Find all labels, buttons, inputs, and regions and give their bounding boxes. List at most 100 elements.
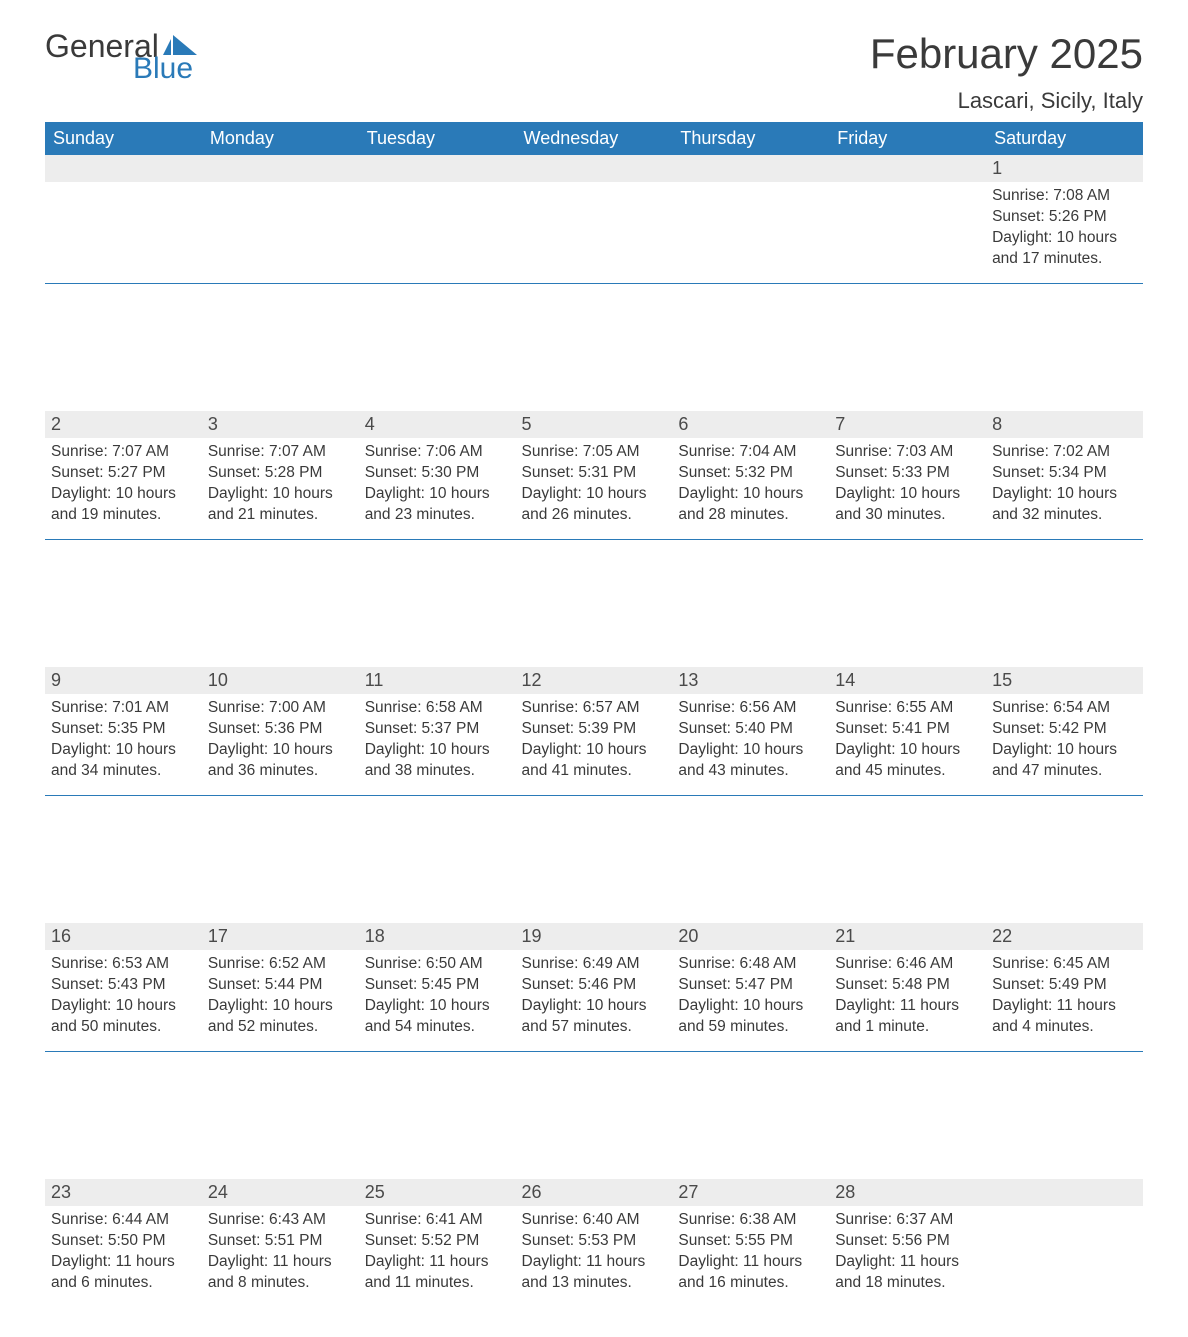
sunrise-text: Sunrise: 7:05 AM — [522, 442, 667, 463]
day-content: Sunrise: 6:53 AMSunset: 5:43 PMDaylight:… — [45, 950, 202, 1048]
daylight-text: Daylight: 10 hours and 21 minutes. — [208, 484, 353, 526]
sunset-text: Sunset: 5:45 PM — [365, 975, 510, 996]
sunrise-text: Sunrise: 7:07 AM — [208, 442, 353, 463]
day-number — [359, 155, 516, 182]
daylight-text: Daylight: 10 hours and 57 minutes. — [522, 996, 667, 1038]
daylight-text: Daylight: 11 hours and 1 minute. — [835, 996, 980, 1038]
sunset-text: Sunset: 5:37 PM — [365, 719, 510, 740]
calendar-week: 23Sunrise: 6:44 AMSunset: 5:50 PMDayligh… — [45, 1179, 1143, 1307]
sunrise-text: Sunrise: 6:56 AM — [678, 698, 823, 719]
daylight-text: Daylight: 10 hours and 28 minutes. — [678, 484, 823, 526]
header: General Blue February 2025 Lascari, Sici… — [45, 30, 1143, 114]
sunrise-text: Sunrise: 6:37 AM — [835, 1210, 980, 1231]
day-content: Sunrise: 7:01 AMSunset: 5:35 PMDaylight:… — [45, 694, 202, 792]
sunrise-text: Sunrise: 7:04 AM — [678, 442, 823, 463]
calendar-cell: 8Sunrise: 7:02 AMSunset: 5:34 PMDaylight… — [986, 411, 1143, 539]
daylight-text: Daylight: 11 hours and 13 minutes. — [522, 1252, 667, 1294]
sunset-text: Sunset: 5:40 PM — [678, 719, 823, 740]
daylight-text: Daylight: 10 hours and 23 minutes. — [365, 484, 510, 526]
calendar-week: 2Sunrise: 7:07 AMSunset: 5:27 PMDaylight… — [45, 411, 1143, 539]
sunset-text: Sunset: 5:53 PM — [522, 1231, 667, 1252]
week-separator — [45, 283, 1143, 411]
calendar-cell: 20Sunrise: 6:48 AMSunset: 5:47 PMDayligh… — [672, 923, 829, 1051]
daylight-text: Daylight: 10 hours and 41 minutes. — [522, 740, 667, 782]
sunset-text: Sunset: 5:46 PM — [522, 975, 667, 996]
daylight-text: Daylight: 11 hours and 18 minutes. — [835, 1252, 980, 1294]
day-content: Sunrise: 6:43 AMSunset: 5:51 PMDaylight:… — [202, 1206, 359, 1304]
day-number: 7 — [829, 411, 986, 438]
day-number: 25 — [359, 1179, 516, 1206]
sunrise-text: Sunrise: 6:38 AM — [678, 1210, 823, 1231]
day-number: 9 — [45, 667, 202, 694]
calendar-week: 1Sunrise: 7:08 AMSunset: 5:26 PMDaylight… — [45, 155, 1143, 283]
daylight-text: Daylight: 11 hours and 4 minutes. — [992, 996, 1137, 1038]
day-content: Sunrise: 6:52 AMSunset: 5:44 PMDaylight:… — [202, 950, 359, 1048]
day-number: 11 — [359, 667, 516, 694]
day-content: Sunrise: 6:58 AMSunset: 5:37 PMDaylight:… — [359, 694, 516, 792]
calendar-cell: 12Sunrise: 6:57 AMSunset: 5:39 PMDayligh… — [516, 667, 673, 795]
daylight-text: Daylight: 10 hours and 38 minutes. — [365, 740, 510, 782]
calendar-cell: 3Sunrise: 7:07 AMSunset: 5:28 PMDaylight… — [202, 411, 359, 539]
calendar-header-row: SundayMondayTuesdayWednesdayThursdayFrid… — [45, 122, 1143, 155]
sunrise-text: Sunrise: 6:49 AM — [522, 954, 667, 975]
calendar-cell: 17Sunrise: 6:52 AMSunset: 5:44 PMDayligh… — [202, 923, 359, 1051]
day-content: Sunrise: 6:41 AMSunset: 5:52 PMDaylight:… — [359, 1206, 516, 1304]
day-content: Sunrise: 7:04 AMSunset: 5:32 PMDaylight:… — [672, 438, 829, 536]
daylight-text: Daylight: 11 hours and 11 minutes. — [365, 1252, 510, 1294]
calendar-cell: 24Sunrise: 6:43 AMSunset: 5:51 PMDayligh… — [202, 1179, 359, 1307]
daylight-text: Daylight: 10 hours and 30 minutes. — [835, 484, 980, 526]
daylight-text: Daylight: 10 hours and 26 minutes. — [522, 484, 667, 526]
sunset-text: Sunset: 5:35 PM — [51, 719, 196, 740]
calendar-week: 9Sunrise: 7:01 AMSunset: 5:35 PMDaylight… — [45, 667, 1143, 795]
daylight-text: Daylight: 10 hours and 47 minutes. — [992, 740, 1137, 782]
day-content: Sunrise: 7:00 AMSunset: 5:36 PMDaylight:… — [202, 694, 359, 792]
daylight-text: Daylight: 10 hours and 19 minutes. — [51, 484, 196, 526]
sunset-text: Sunset: 5:44 PM — [208, 975, 353, 996]
sunrise-text: Sunrise: 6:54 AM — [992, 698, 1137, 719]
calendar-cell — [672, 155, 829, 283]
daylight-text: Daylight: 10 hours and 17 minutes. — [992, 228, 1137, 270]
sunset-text: Sunset: 5:41 PM — [835, 719, 980, 740]
day-number: 10 — [202, 667, 359, 694]
sunrise-text: Sunrise: 6:52 AM — [208, 954, 353, 975]
sunrise-text: Sunrise: 6:41 AM — [365, 1210, 510, 1231]
title-block: February 2025 Lascari, Sicily, Italy — [870, 30, 1143, 114]
day-number — [986, 1179, 1143, 1206]
daylight-text: Daylight: 10 hours and 52 minutes. — [208, 996, 353, 1038]
calendar-cell: 7Sunrise: 7:03 AMSunset: 5:33 PMDaylight… — [829, 411, 986, 539]
day-number: 16 — [45, 923, 202, 950]
sunset-text: Sunset: 5:48 PM — [835, 975, 980, 996]
day-number: 13 — [672, 667, 829, 694]
daylight-text: Daylight: 11 hours and 6 minutes. — [51, 1252, 196, 1294]
sunset-text: Sunset: 5:49 PM — [992, 975, 1137, 996]
day-content: Sunrise: 6:45 AMSunset: 5:49 PMDaylight:… — [986, 950, 1143, 1048]
calendar-cell: 1Sunrise: 7:08 AMSunset: 5:26 PMDaylight… — [986, 155, 1143, 283]
daylight-text: Daylight: 10 hours and 59 minutes. — [678, 996, 823, 1038]
daylight-text: Daylight: 10 hours and 50 minutes. — [51, 996, 196, 1038]
sunset-text: Sunset: 5:39 PM — [522, 719, 667, 740]
sunrise-text: Sunrise: 7:08 AM — [992, 186, 1137, 207]
day-content: Sunrise: 6:38 AMSunset: 5:55 PMDaylight:… — [672, 1206, 829, 1304]
day-content: Sunrise: 6:57 AMSunset: 5:39 PMDaylight:… — [516, 694, 673, 792]
day-header: Friday — [829, 122, 986, 155]
day-number: 8 — [986, 411, 1143, 438]
calendar-cell: 6Sunrise: 7:04 AMSunset: 5:32 PMDaylight… — [672, 411, 829, 539]
sunset-text: Sunset: 5:43 PM — [51, 975, 196, 996]
calendar-cell: 2Sunrise: 7:07 AMSunset: 5:27 PMDaylight… — [45, 411, 202, 539]
sunset-text: Sunset: 5:56 PM — [835, 1231, 980, 1252]
day-number: 27 — [672, 1179, 829, 1206]
calendar-cell: 23Sunrise: 6:44 AMSunset: 5:50 PMDayligh… — [45, 1179, 202, 1307]
calendar-table: SundayMondayTuesdayWednesdayThursdayFrid… — [45, 122, 1143, 1307]
sunset-text: Sunset: 5:31 PM — [522, 463, 667, 484]
day-number: 14 — [829, 667, 986, 694]
day-number — [672, 155, 829, 182]
day-number: 28 — [829, 1179, 986, 1206]
sunrise-text: Sunrise: 6:46 AM — [835, 954, 980, 975]
sunrise-text: Sunrise: 6:48 AM — [678, 954, 823, 975]
daylight-text: Daylight: 10 hours and 34 minutes. — [51, 740, 196, 782]
day-number: 4 — [359, 411, 516, 438]
sunrise-text: Sunrise: 7:02 AM — [992, 442, 1137, 463]
day-content: Sunrise: 7:03 AMSunset: 5:33 PMDaylight:… — [829, 438, 986, 536]
calendar-cell: 9Sunrise: 7:01 AMSunset: 5:35 PMDaylight… — [45, 667, 202, 795]
calendar-cell — [45, 155, 202, 283]
